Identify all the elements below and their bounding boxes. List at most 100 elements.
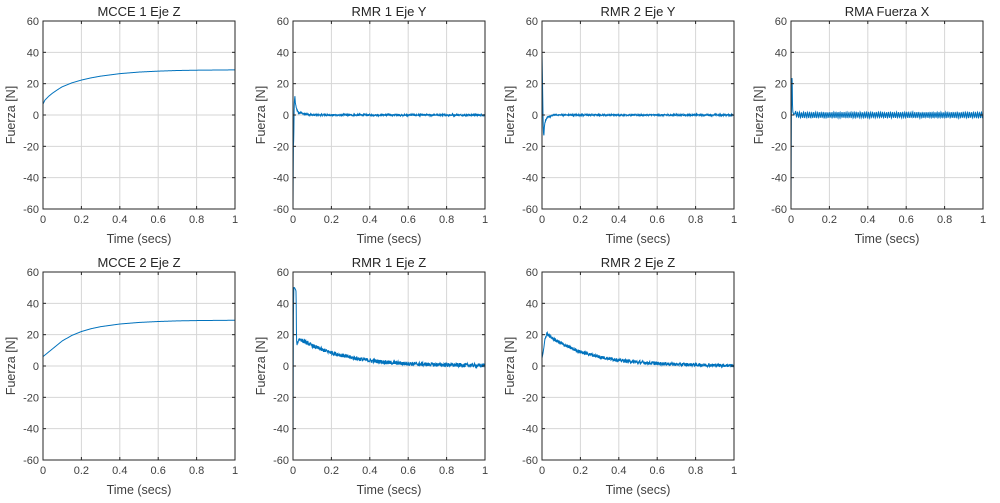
x-tick-label: 1 <box>482 214 488 226</box>
y-tick-label: -40 <box>522 424 538 436</box>
x-axis-label: Time (secs) <box>855 232 920 246</box>
x-tick-label: 0.8 <box>439 214 454 226</box>
x-tick-label: 1 <box>232 214 238 226</box>
chart-panel-5: 0 0.2 0.4 0.6 0.8 1 60 40 20 0 -20 -40 -60 MCCE 2 Eje… <box>4 255 238 497</box>
y-tick-label: 20 <box>277 330 289 342</box>
y-tick-label: -60 <box>273 455 289 467</box>
x-tick-label: 0 <box>290 214 296 226</box>
y-tick-label: 40 <box>526 47 538 59</box>
data-line <box>790 78 984 210</box>
chart-title: RMR 2 Eje Z <box>601 255 675 270</box>
x-axis-label: Time (secs) <box>606 232 671 246</box>
y-tick-label: -40 <box>23 173 39 185</box>
y-tick-label: 40 <box>526 298 538 310</box>
y-tick-label: 60 <box>27 16 39 28</box>
y-tick-label: 60 <box>277 267 289 279</box>
x-tick-label: 0.8 <box>189 465 204 477</box>
x-tick-label: 0.4 <box>611 214 626 226</box>
y-tick-label: -40 <box>771 173 787 185</box>
y-tick-label: -20 <box>273 141 289 153</box>
y-tick-label: 0 <box>781 110 787 122</box>
y-tick-label: -60 <box>273 204 289 216</box>
y-tick-label: 20 <box>526 330 538 342</box>
x-tick-label: 1 <box>731 214 737 226</box>
y-tick-label: -60 <box>522 204 538 216</box>
x-tick-label: 0.8 <box>439 465 454 477</box>
x-tick-label: 0 <box>290 465 296 477</box>
x-tick-label: 0.8 <box>937 214 952 226</box>
x-tick-label: 1 <box>980 214 986 226</box>
x-tick-label: 1 <box>731 465 737 477</box>
y-tick-label: -40 <box>23 424 39 436</box>
y-axis-label: Fuerza [N] <box>503 337 517 395</box>
y-tick-label: 60 <box>526 16 538 28</box>
x-tick-label: 0.4 <box>362 214 377 226</box>
x-tick-label: 0.2 <box>573 214 588 226</box>
y-tick-label: 0 <box>532 361 538 373</box>
y-tick-label: 20 <box>775 79 787 91</box>
x-tick-label: 0.6 <box>899 214 914 226</box>
x-tick-label: 0.8 <box>688 465 703 477</box>
y-tick-label: 40 <box>277 47 289 59</box>
y-tick-label: 40 <box>775 47 787 59</box>
y-tick-label: -40 <box>522 173 538 185</box>
y-tick-label: 60 <box>27 267 39 279</box>
x-tick-label: 0.2 <box>324 465 339 477</box>
y-tick-label: 0 <box>532 110 538 122</box>
x-axis-label: Time (secs) <box>357 232 422 246</box>
chart-panel-2: 0 0.2 0.4 0.6 0.8 1 60 40 20 0 -20 -40 -60 RMR 1 Eje … <box>254 4 488 246</box>
x-tick-label: 0.8 <box>189 214 204 226</box>
x-axis-label: Time (secs) <box>606 483 671 497</box>
y-tick-label: 40 <box>277 298 289 310</box>
chart-panel-4: 0 0.2 0.4 0.6 0.8 1 60 40 20 0 -20 -40 -60 RMA Fuerza… <box>752 4 986 246</box>
y-tick-label: -60 <box>23 204 39 216</box>
x-tick-label: 0 <box>539 214 545 226</box>
x-tick-label: 0.6 <box>650 465 665 477</box>
y-tick-label: -60 <box>771 204 787 216</box>
y-tick-label: -20 <box>23 392 39 404</box>
data-line <box>292 96 486 210</box>
x-tick-label: 0.6 <box>151 214 166 226</box>
x-tick-label: 0.4 <box>860 214 875 226</box>
x-tick-label: 0 <box>40 214 46 226</box>
y-axis-label: Fuerza [N] <box>752 86 766 144</box>
x-tick-label: 1 <box>232 465 238 477</box>
y-tick-label: -20 <box>771 141 787 153</box>
x-axis-label: Time (secs) <box>107 232 172 246</box>
data-line <box>541 330 735 369</box>
x-tick-label: 0.4 <box>611 465 626 477</box>
y-tick-label: 0 <box>283 110 289 122</box>
x-tick-label: 0 <box>40 465 46 477</box>
y-tick-label: -20 <box>273 392 289 404</box>
data-line <box>292 287 486 461</box>
x-tick-label: 0 <box>539 465 545 477</box>
y-axis-label: Fuerza [N] <box>4 337 18 395</box>
y-tick-label: 40 <box>27 47 39 59</box>
chart-title: RMA Fuerza X <box>845 4 930 19</box>
chart-panel-7: 0 0.2 0.4 0.6 0.8 1 60 40 20 0 -20 -40 -60 RMR 2 Eje … <box>503 255 737 497</box>
y-tick-label: 20 <box>27 330 39 342</box>
data-line <box>541 52 735 136</box>
x-tick-label: 0.6 <box>401 214 416 226</box>
x-tick-label: 0.2 <box>74 465 89 477</box>
y-tick-label: -40 <box>273 424 289 436</box>
x-tick-label: 0.6 <box>151 465 166 477</box>
data-line <box>42 319 236 357</box>
y-tick-label: 20 <box>277 79 289 91</box>
x-tick-label: 0.2 <box>822 214 837 226</box>
y-axis-label: Fuerza [N] <box>254 86 268 144</box>
y-axis-label: Fuerza [N] <box>503 86 517 144</box>
y-tick-label: 0 <box>33 361 39 373</box>
x-tick-label: 0.4 <box>362 465 377 477</box>
y-axis-label: Fuerza [N] <box>254 337 268 395</box>
x-tick-label: 0.6 <box>650 214 665 226</box>
y-tick-label: -20 <box>23 141 39 153</box>
y-tick-label: -60 <box>23 455 39 467</box>
y-tick-label: 20 <box>526 79 538 91</box>
y-tick-label: 60 <box>526 267 538 279</box>
y-axis-label: Fuerza [N] <box>4 86 18 144</box>
chart-panel-3: 0 0.2 0.4 0.6 0.8 1 60 40 20 0 -20 -40 -60 RMR 2 Eje … <box>503 4 737 246</box>
x-tick-label: 0.4 <box>112 465 127 477</box>
chart-panel-6: 0 0.2 0.4 0.6 0.8 1 60 40 20 0 -20 -40 -60 RMR 1 Eje … <box>254 255 488 497</box>
